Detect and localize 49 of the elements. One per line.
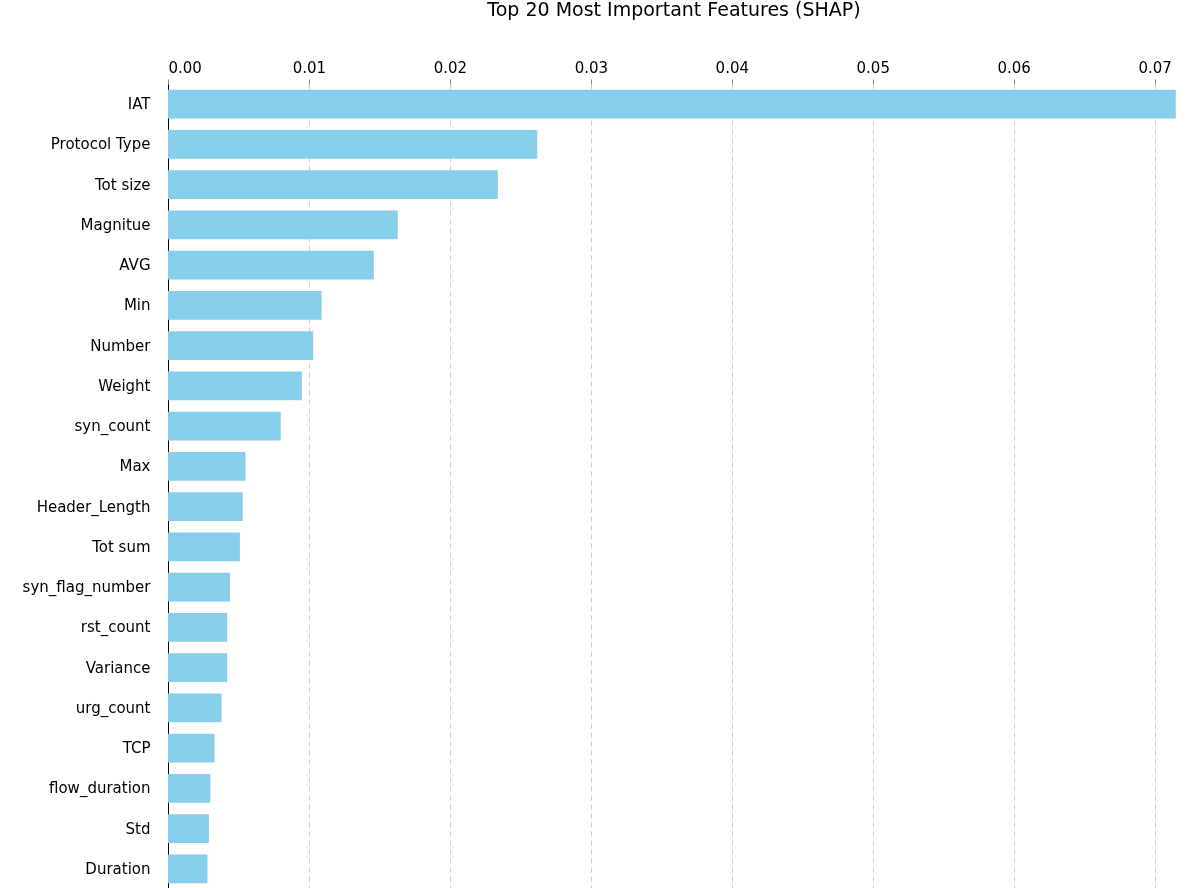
y-tick-label: Protocol Type	[50, 135, 151, 154]
bar	[168, 532, 240, 562]
x-tick-label: 0.07	[1138, 58, 1172, 77]
bar	[168, 210, 398, 240]
chart-title: Top 20 Most Important Features (SHAP)	[486, 0, 861, 20]
bar	[168, 411, 281, 441]
y-tick-label: Std	[125, 819, 151, 838]
y-tick-label: TCP	[121, 739, 151, 758]
bar	[168, 331, 314, 361]
bar	[168, 612, 228, 642]
bar	[168, 129, 538, 159]
y-tick-label: IAT	[127, 95, 152, 114]
y-tick-label: Max	[119, 457, 151, 476]
bar	[168, 89, 1176, 119]
y-tick-label: Tot size	[93, 175, 151, 194]
bar	[168, 653, 228, 683]
bar	[168, 814, 209, 844]
y-tick-label: AVG	[119, 256, 151, 275]
y-tick-label: urg_count	[75, 698, 151, 718]
x-tick-label: 0.02	[433, 58, 468, 77]
x-tick-label: 0.06	[997, 58, 1031, 77]
bar	[168, 854, 208, 884]
y-tick-label: Tot sum	[91, 537, 151, 556]
bar	[168, 371, 302, 401]
bar	[168, 773, 211, 803]
y-tick-label: Header_Length	[36, 497, 151, 517]
y-tick-label: Duration	[85, 859, 151, 878]
x-tick-label: 0.03	[574, 58, 609, 77]
bar	[168, 250, 374, 280]
x-tick-label: 0.01	[292, 58, 327, 77]
y-tick-label: rst_count	[80, 618, 151, 638]
y-tick-label: Variance	[85, 658, 151, 677]
bar	[168, 290, 322, 320]
bar	[168, 170, 498, 200]
bar	[168, 733, 215, 763]
x-tick-label: 0.05	[856, 58, 890, 77]
y-tick-label: flow_duration	[48, 779, 151, 799]
bar	[168, 492, 243, 522]
bar	[168, 451, 246, 481]
y-tick-label: syn_flag_number	[22, 578, 152, 598]
y-tick-label: Number	[90, 336, 152, 355]
x-tick-label: 0.04	[715, 58, 749, 77]
x-tick-label: 0.00	[168, 58, 202, 77]
y-tick-label: syn_count	[74, 417, 151, 437]
bar	[168, 693, 222, 723]
y-tick-label: Magnitue	[80, 215, 151, 234]
bar	[168, 572, 231, 602]
y-tick-label: Min	[123, 296, 151, 315]
y-tick-label: Weight	[98, 376, 151, 395]
